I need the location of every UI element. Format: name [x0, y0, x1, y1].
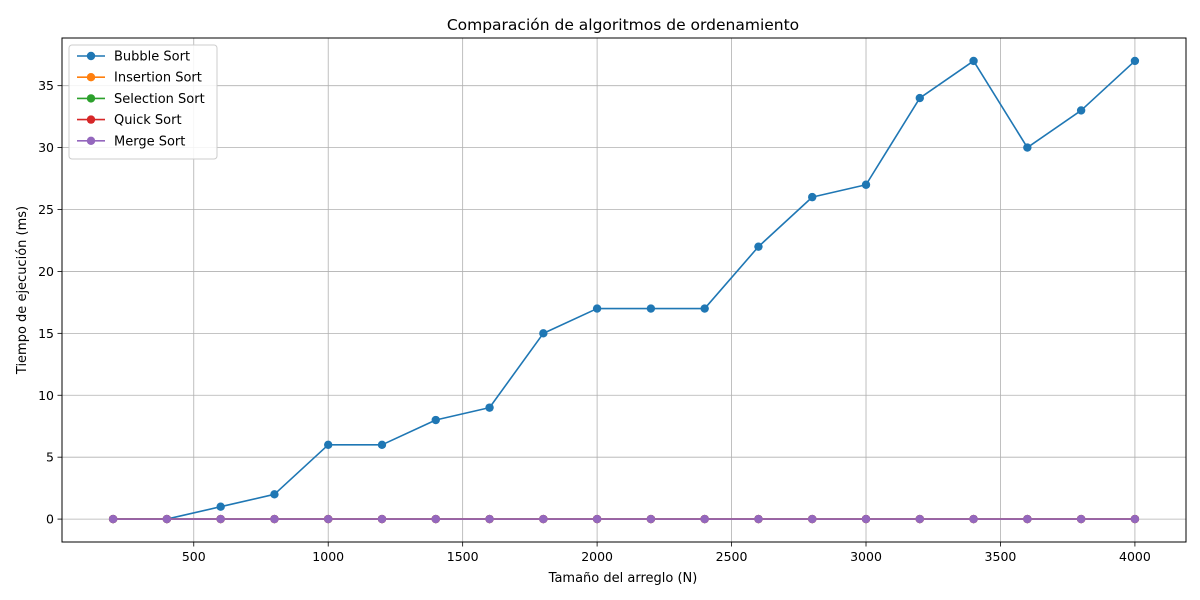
data-point [431, 415, 440, 425]
series-bubble-sort [108, 56, 1140, 524]
legend-marker [86, 136, 96, 145]
x-axis-label: Tamaño del arreglo (N) [548, 571, 698, 586]
y-tick-label: 10 [38, 388, 54, 403]
data-point [808, 514, 817, 524]
legend-label: Quick Sort [114, 113, 182, 128]
data-point [1023, 143, 1032, 152]
series-line [113, 60, 1136, 520]
legend-marker [86, 115, 96, 124]
data-point [1076, 106, 1086, 115]
data-point [646, 304, 656, 313]
data-point [377, 440, 387, 449]
data-point [915, 93, 924, 103]
data-point [754, 242, 763, 251]
legend-marker [86, 51, 96, 61]
legend-marker [86, 94, 96, 103]
data-point [700, 304, 709, 313]
data-point [646, 514, 656, 524]
axis-ticks: 500 1000 1500 2000 2500 3000 3500 4000 0 5 10 15 20 2… [38, 78, 1151, 564]
data-point [431, 514, 440, 524]
data-point [700, 514, 709, 524]
y-tick-label: 25 [38, 202, 54, 217]
data-point [216, 514, 225, 524]
y-tick-label: 35 [38, 78, 54, 93]
series-merge-sort [108, 514, 1140, 524]
data-point [324, 440, 333, 449]
plot-frame [61, 37, 1187, 543]
legend: Bubble Sort Insertion Sort Selection Sort Q… [68, 44, 218, 160]
data-point [270, 490, 279, 499]
legend-item: Bubble Sort [77, 50, 190, 65]
grid [62, 38, 1186, 542]
data-point [539, 329, 548, 338]
y-tick-label: 20 [38, 264, 54, 279]
data-point [1130, 514, 1140, 524]
data-point [1023, 514, 1032, 524]
legend-label: Insertion Sort [114, 71, 202, 86]
legend-label: Selection Sort [114, 92, 205, 107]
data-point [969, 514, 978, 524]
legend-label: Bubble Sort [114, 50, 190, 65]
data-point [270, 514, 279, 524]
data-point [1076, 514, 1086, 524]
x-tick-label: 1500 [447, 549, 479, 564]
data-point [162, 514, 172, 524]
x-tick-label: 2000 [581, 549, 613, 564]
legend-item: Selection Sort [77, 92, 205, 107]
data-point [915, 514, 924, 524]
y-tick-label: 15 [38, 326, 54, 341]
data-point [808, 192, 817, 202]
legend-marker [86, 73, 96, 82]
data-point [969, 56, 978, 66]
data-point [861, 514, 871, 524]
data-point [324, 514, 333, 524]
data-point [754, 514, 763, 524]
legend-label: Merge Sort [114, 134, 185, 149]
x-tick-label: 4000 [1119, 549, 1151, 564]
x-tick-label: 1000 [312, 549, 344, 564]
legend-item: Merge Sort [77, 134, 185, 149]
x-tick-label: 3500 [985, 549, 1017, 564]
x-tick-label: 500 [182, 549, 206, 564]
series-group [108, 56, 1140, 524]
data-point [377, 514, 387, 524]
data-point [1130, 56, 1140, 66]
data-point [592, 514, 602, 524]
legend-item: Insertion Sort [77, 71, 202, 86]
data-point [485, 403, 494, 412]
data-point [216, 502, 225, 511]
chart-title: Comparación de algoritmos de ordenamient… [447, 16, 799, 34]
legend-item: Quick Sort [77, 113, 182, 128]
data-point [539, 514, 548, 524]
x-tick-label: 2500 [716, 549, 748, 564]
y-axis-label: Tiempo de ejecución (ms) [15, 206, 30, 375]
data-point [485, 514, 494, 524]
data-point [592, 304, 602, 313]
legend-box [68, 44, 218, 160]
data-point [108, 514, 118, 524]
data-point [861, 180, 871, 189]
y-tick-label: 30 [38, 140, 54, 155]
y-tick-label: 0 [46, 512, 54, 527]
y-tick-label: 5 [46, 450, 54, 465]
x-tick-label: 3000 [850, 549, 882, 564]
